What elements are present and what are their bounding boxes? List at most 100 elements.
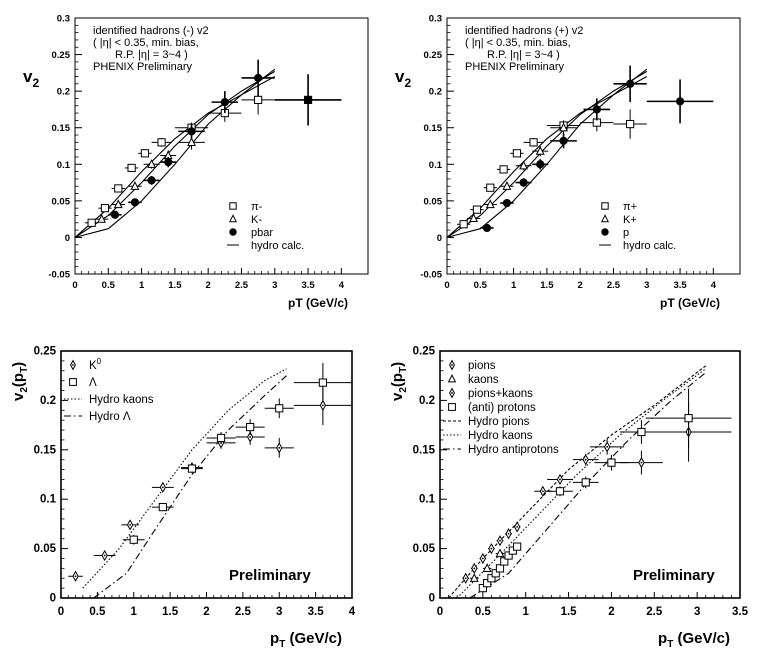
panel4-annotation: Preliminary	[633, 567, 715, 584]
panel3-xtick-label: 2.5	[235, 606, 252, 618]
panel1-legend-marker-shape	[228, 214, 238, 223]
panel3-ytick-label: 0.05	[34, 543, 57, 555]
panel4-xlabel-rest: (GeV/c)	[673, 630, 730, 647]
panel4-series-pions+kaons-point-dot	[640, 461, 643, 464]
panel4-series-antiprotons-point	[495, 564, 505, 573]
panel4-legend-marker-shape	[447, 373, 457, 383]
panel1-xtick-label: 0.5	[102, 280, 116, 291]
panel3-series--point-shape	[216, 433, 226, 443]
panel1-series-k-point-shape	[130, 181, 140, 190]
panel3-ylabel-paren: (p	[10, 373, 27, 387]
panel2-ytick-label: 0.25	[424, 50, 443, 61]
panel2-legend-marker	[600, 214, 610, 223]
panel4-legend-label-main: Hydro kaons	[468, 430, 533, 442]
panel1-series--point-shape	[100, 204, 110, 213]
panel3-legend-label: Λ	[89, 377, 97, 389]
panel4-series-pions-point	[479, 552, 487, 565]
panel3-series--point	[275, 404, 284, 413]
panel1-series-k-point	[147, 159, 156, 168]
panel4-legend-marker	[447, 373, 457, 383]
panel2-legend-marker	[601, 228, 609, 236]
panel2-xtick-label: 2	[578, 280, 583, 291]
panel3-ylabel-sub: 2	[19, 387, 30, 393]
panel1-ytick-label: 0.3	[57, 14, 70, 25]
panel3-legend-marker	[69, 378, 77, 386]
panel2-xtick-label: 1.5	[540, 280, 554, 291]
panel1-legend-label: K-	[251, 214, 262, 226]
panel3-ytick-label: 0.25	[34, 346, 57, 358]
panel1-series-k-point-shape	[147, 159, 156, 168]
panel1-series--point	[157, 138, 166, 147]
panel4-series-pions-point	[462, 572, 469, 584]
panel2-ytick-label: 0.3	[429, 14, 442, 25]
panel1-legend-marker	[229, 202, 237, 210]
panel4-legend-marker-shape	[448, 403, 456, 411]
panel1-series--point-shape	[157, 138, 166, 147]
panel3-xlabel: pT (GeV/c)	[270, 630, 342, 650]
panel1-series-pbar-point	[110, 210, 120, 219]
panel2-series-k+-point-shape	[535, 145, 545, 155]
panel2-xtick-label: 4	[711, 280, 717, 291]
panel3-xlabel-sub: T	[279, 639, 285, 650]
panel4-legend-marker-dot	[451, 364, 453, 366]
panel3-series--point-shape	[187, 464, 197, 473]
panel2-legend-label: K+	[623, 214, 637, 226]
panel2-ytick-label: 0.1	[429, 160, 443, 171]
panel4-series-pions-point	[513, 521, 521, 533]
panel1-series--point-shape	[127, 163, 136, 173]
panel3-series-k0-point	[72, 570, 79, 582]
panel3-xtick-label: 3	[276, 606, 282, 618]
panel4-xtick-label: 3	[694, 606, 700, 618]
panel4-series-antiprotons-point-shape	[478, 584, 487, 593]
panel4-series-antiprotons-point-shape	[483, 579, 492, 588]
panel2-legend-marker-shape	[601, 228, 609, 236]
panel3-series--point-shape	[275, 404, 284, 413]
panel3-series-k0-point-dot	[103, 554, 106, 557]
panel2-ylabel-sub: 2	[404, 76, 411, 90]
panel3-xlabel-rest: (GeV/c)	[285, 630, 342, 647]
panel2-series-k+-point	[469, 213, 479, 223]
panel1-xtick-label: 2.5	[235, 280, 249, 291]
panel4-series-pions-point-dot	[507, 532, 510, 535]
panel4-series-pions+kaons-point	[556, 473, 564, 486]
panel1-series--point-shape	[140, 149, 150, 158]
panel2-legend-label: π+	[623, 201, 637, 213]
panel2-series-k+-point	[535, 145, 545, 155]
panel2-legend-marker-shape	[601, 202, 609, 210]
panel1-series-k-point-shape	[187, 137, 196, 146]
panel3-xtick-label: 0.5	[89, 606, 106, 618]
panel3-series--point	[318, 378, 327, 387]
panel2-xtick-label: 3.5	[673, 280, 687, 291]
panel4-series-antiprotons-point	[478, 584, 487, 593]
panel4-series-kaons-point-shape	[469, 573, 479, 582]
panel2-series-p-point	[502, 198, 512, 208]
panel2-xtick-label: 0	[444, 280, 449, 291]
panel1-series--point-shape	[114, 184, 123, 193]
panel3-series--point	[246, 422, 255, 432]
panel3-series-k0-point-dot	[74, 575, 77, 578]
panel2-info-line-1: identified hadrons (+) v2	[465, 25, 583, 37]
panel4-series-pions-point-dot	[490, 547, 493, 550]
panel1-ytick-label: 0	[65, 233, 70, 244]
panel4-xtick-label: 0	[437, 606, 443, 618]
panel3-series-k0-point-dot	[249, 436, 252, 438]
panel4-ytick-label: 0.05	[413, 543, 436, 555]
panel4-xtick-label: 0.5	[475, 606, 492, 618]
panel4-ylabel-paren: (p	[389, 373, 406, 387]
panel4-series-antiprotons-point-shape	[607, 458, 616, 467]
panel1-series--point	[254, 95, 263, 105]
panel2-series-p-point-shape	[482, 223, 492, 233]
panel3-series--point-shape	[129, 535, 138, 544]
panel1-series--point	[100, 204, 110, 213]
panel4-series-antiprotons-point	[487, 574, 496, 583]
panel2-series-+-point-shape	[512, 149, 522, 158]
panel2-series-p-point-shape	[626, 79, 635, 88]
panel2-series-p-point	[482, 223, 492, 233]
panel4-series-pions-point-dot	[516, 525, 519, 528]
panel3-legend-label: K0	[89, 357, 102, 372]
panel2-xtick-label: 0.5	[474, 280, 488, 291]
panel1-xtick-label: 3.5	[301, 280, 315, 291]
panel4-legend-label-main: kaons	[468, 374, 499, 386]
